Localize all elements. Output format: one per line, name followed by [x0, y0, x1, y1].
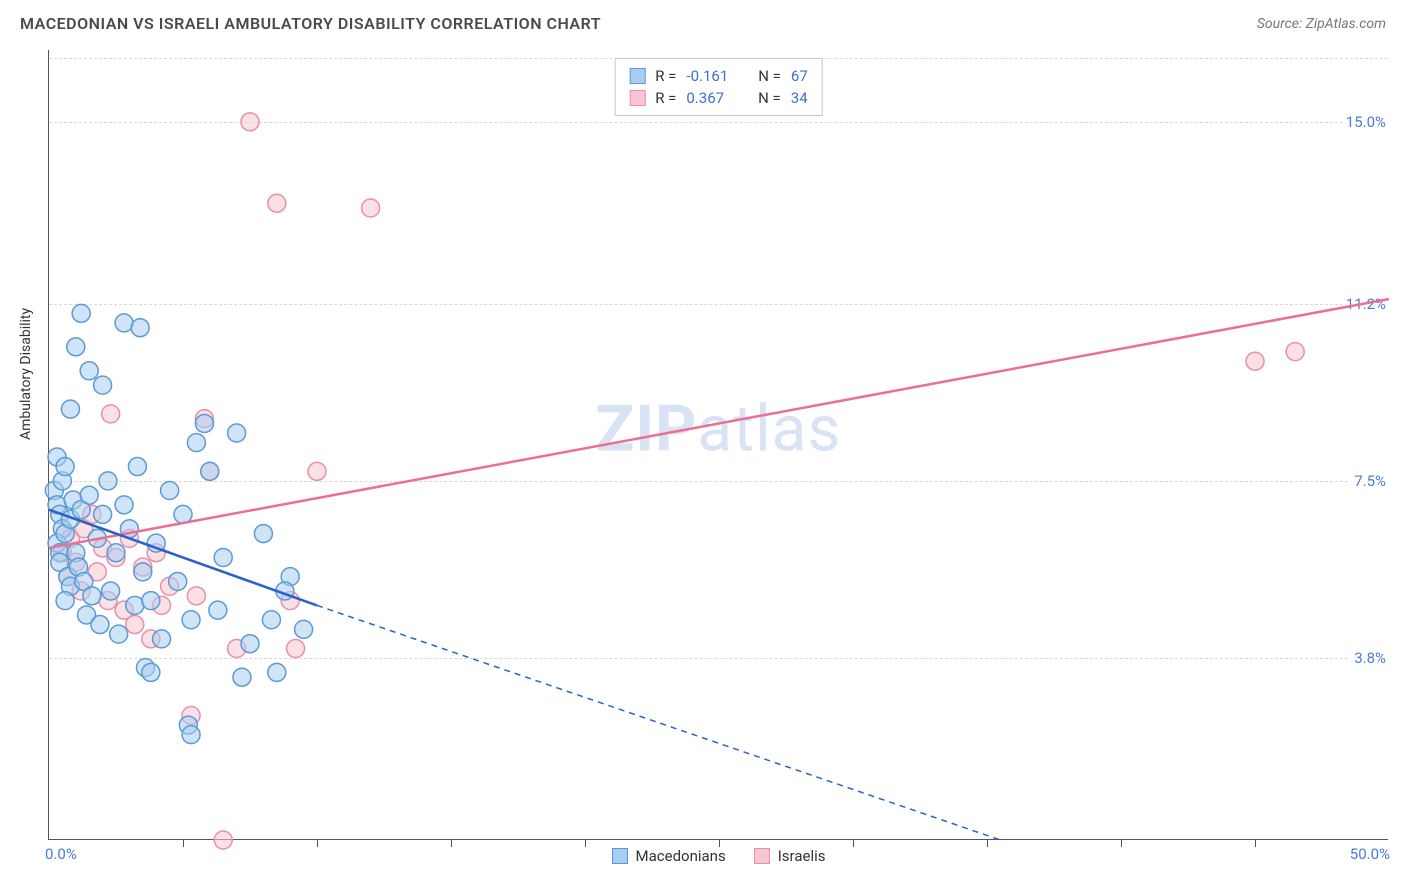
scatter-point	[268, 663, 286, 681]
scatter-point	[72, 304, 90, 322]
legend-stats: R = -0.161 N = 67 R = 0.367 N = 34	[614, 58, 823, 116]
scatter-point	[287, 639, 305, 657]
scatter-point	[102, 405, 120, 423]
scatter-point	[214, 549, 232, 567]
x-tick	[1121, 839, 1122, 847]
scatter-point	[115, 314, 133, 332]
scatter-point	[67, 338, 85, 356]
x-tick	[451, 839, 452, 847]
chart-title: MACEDONIAN VS ISRAELI AMBULATORY DISABIL…	[20, 14, 601, 33]
scatter-point	[228, 424, 246, 442]
legend-series: Macedonians Israelis	[612, 847, 826, 865]
regression-line	[317, 605, 1000, 840]
scatter-point	[115, 496, 133, 514]
scatter-point	[362, 199, 380, 217]
legend-stats-row-1: R = -0.161 N = 67	[629, 65, 808, 87]
scatter-point	[99, 472, 117, 490]
scatter-point	[182, 726, 200, 744]
legend-swatch-israelis	[629, 90, 645, 106]
scatter-point	[169, 572, 187, 590]
scatter-point	[80, 486, 98, 504]
legend-stats-row-2: R = 0.367 N = 34	[629, 87, 808, 109]
legend-label-macedonians: Macedonians	[636, 847, 726, 865]
x-tick	[317, 839, 318, 847]
chart-plot-area: ZIPatlas 3.8%7.5%11.2%15.0% R = -0.161 N…	[48, 50, 1388, 840]
scatter-point	[142, 663, 160, 681]
x-tick	[183, 839, 184, 847]
scatter-point	[56, 592, 74, 610]
y-axis-title: Ambulatory Disability	[18, 308, 34, 440]
scatter-point	[126, 596, 144, 614]
source-label: Source: ZipAtlas.com	[1257, 16, 1386, 32]
legend-swatch-macedonians-bottom	[612, 848, 628, 864]
scatter-point	[91, 616, 109, 634]
x-tick	[585, 839, 586, 847]
scatter-point	[102, 582, 120, 600]
scatter-point	[262, 611, 280, 629]
scatter-point	[94, 376, 112, 394]
scatter-point	[153, 630, 171, 648]
scatter-point	[83, 587, 101, 605]
x-tick	[987, 839, 988, 847]
legend-label-israelis: Israelis	[778, 847, 826, 865]
scatter-point	[1246, 352, 1264, 370]
legend-swatch-macedonians	[629, 68, 645, 84]
scatter-point	[110, 625, 128, 643]
scatter-point	[187, 434, 205, 452]
scatter-point	[233, 668, 251, 686]
scatter-point	[308, 462, 326, 480]
scatter-point	[61, 400, 79, 418]
scatter-point	[128, 458, 146, 476]
legend-item-macedonians: Macedonians	[612, 847, 726, 865]
scatter-point	[241, 635, 259, 653]
scatter-point	[131, 319, 149, 337]
x-axis-min-label: 0.0%	[45, 845, 77, 863]
x-axis-max-label: 50.0%	[1350, 845, 1390, 863]
scatter-point	[195, 414, 213, 432]
scatter-point	[182, 611, 200, 629]
scatter-point	[209, 601, 227, 619]
n-value-israelis: 34	[791, 89, 808, 107]
x-tick	[719, 839, 720, 847]
r-value-macedonians: -0.161	[686, 67, 728, 85]
scatter-point	[56, 458, 74, 476]
scatter-point	[134, 563, 152, 581]
legend-item-israelis: Israelis	[754, 847, 826, 865]
scatter-point	[126, 616, 144, 634]
n-value-macedonians: 67	[791, 67, 808, 85]
r-value-israelis: 0.367	[686, 89, 724, 107]
regression-line	[49, 299, 1389, 548]
scatter-point	[161, 481, 179, 499]
scatter-point	[107, 544, 125, 562]
scatter-point	[241, 113, 259, 131]
scatter-point	[295, 620, 313, 638]
scatter-point	[214, 831, 232, 849]
scatter-point	[187, 587, 205, 605]
scatter-point	[80, 362, 98, 380]
legend-swatch-israelis-bottom	[754, 848, 770, 864]
scatter-point	[201, 462, 219, 480]
scatter-point	[268, 194, 286, 212]
x-tick	[1255, 839, 1256, 847]
x-tick	[853, 839, 854, 847]
scatter-point	[142, 592, 160, 610]
scatter-point	[1286, 343, 1304, 361]
scatter-point	[254, 525, 272, 543]
scatter-svg	[49, 50, 1388, 839]
scatter-point	[94, 505, 112, 523]
